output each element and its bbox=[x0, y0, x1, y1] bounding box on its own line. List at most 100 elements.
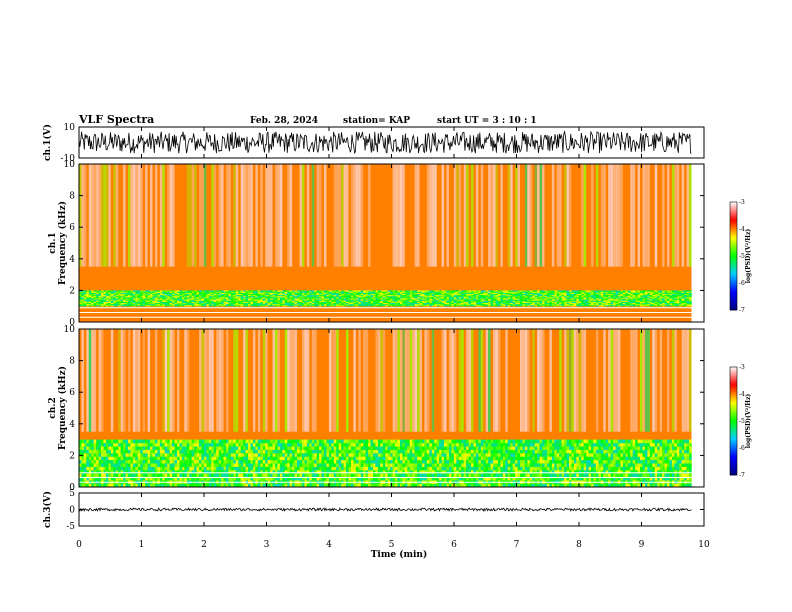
spectrogram-cell bbox=[522, 293, 526, 296]
spectrogram-cell bbox=[88, 439, 92, 444]
spectrogram-cell bbox=[654, 299, 658, 301]
spectrogram-cell bbox=[667, 298, 670, 300]
spectrogram-cell bbox=[419, 292, 423, 294]
spectrogram-cell bbox=[659, 303, 663, 306]
spectrogram-cell bbox=[426, 301, 430, 304]
spectrogram-cell bbox=[93, 301, 97, 304]
spectrogram-cell bbox=[301, 302, 305, 305]
spectrogram-cell bbox=[324, 292, 327, 294]
spectrogram-cell bbox=[79, 294, 82, 297]
spectrogram-cell bbox=[83, 470, 87, 474]
spectrogram-cell bbox=[375, 298, 379, 300]
spectrogram-cell bbox=[81, 439, 85, 444]
spectrogram-cell bbox=[226, 439, 229, 444]
spectrogram-column bbox=[221, 164, 224, 267]
spectrogram-cell bbox=[647, 293, 651, 296]
spectrogram-cell bbox=[162, 466, 165, 471]
spectrogram-cell bbox=[243, 294, 246, 297]
spectrogram-cell bbox=[103, 292, 107, 294]
spectrogram-cell bbox=[414, 292, 418, 294]
spectrogram-cell bbox=[451, 302, 455, 305]
spectrogram-cell bbox=[265, 290, 268, 292]
spectrogram-cell bbox=[338, 293, 342, 296]
spectrogram-cell bbox=[262, 301, 266, 304]
spectrogram-cell bbox=[301, 305, 305, 307]
spectrogram-cell bbox=[495, 296, 499, 298]
spectrogram-column bbox=[424, 329, 427, 432]
spectrogram-cell bbox=[118, 301, 121, 304]
spectrogram-cell bbox=[385, 293, 388, 296]
spectrogram-cell bbox=[101, 299, 104, 301]
spectrogram-cell bbox=[103, 298, 107, 300]
spectrogram-cell bbox=[223, 466, 227, 471]
spectrogram-cell bbox=[203, 299, 207, 301]
spectrogram-cell bbox=[228, 303, 232, 306]
spectrogram-cell bbox=[387, 293, 391, 296]
spectrogram-cell bbox=[189, 293, 192, 296]
spectrogram-cell bbox=[265, 300, 268, 302]
spectrogram-cell bbox=[196, 303, 200, 306]
spectrogram-cell bbox=[196, 301, 200, 304]
spectrogram-cell bbox=[671, 301, 675, 304]
spectrogram-column bbox=[537, 164, 540, 267]
spectrogram-cell bbox=[674, 296, 677, 298]
spectrogram-cell bbox=[598, 297, 602, 299]
spectrogram-cell bbox=[88, 299, 92, 301]
spectrogram-cell bbox=[211, 453, 214, 457]
spectrogram-cell bbox=[360, 303, 364, 306]
spectrogram-cell bbox=[196, 292, 200, 294]
spectrogram-cell bbox=[184, 459, 187, 464]
spectrogram-cell bbox=[186, 476, 190, 481]
spectrogram-cell bbox=[96, 298, 99, 300]
spectrogram-column bbox=[289, 164, 293, 267]
spectrogram-cell bbox=[561, 293, 565, 296]
spectrogram-cell bbox=[257, 305, 261, 307]
spectrogram-cell bbox=[488, 300, 491, 302]
spectrogram-cell bbox=[208, 453, 212, 457]
spectrogram-cell bbox=[181, 463, 185, 467]
spectrogram-cell bbox=[150, 299, 153, 301]
spectrogram-cell bbox=[566, 301, 570, 304]
spectrogram-cell bbox=[441, 297, 445, 299]
spectrogram-cell bbox=[250, 456, 254, 461]
spectrogram-cell bbox=[439, 305, 442, 307]
spectrogram-cell bbox=[478, 294, 481, 297]
spectrogram-cell bbox=[140, 296, 143, 298]
spectrogram-cell bbox=[105, 297, 109, 299]
spectrogram-cell bbox=[537, 301, 540, 304]
spectrogram-cell bbox=[128, 439, 131, 444]
spectrogram-cell bbox=[226, 463, 229, 467]
spectrogram-cell bbox=[255, 297, 259, 299]
spectrogram-cell bbox=[475, 302, 479, 305]
spectrogram-cell bbox=[250, 300, 254, 302]
spectrogram-cell bbox=[598, 294, 602, 297]
spectrogram-cell bbox=[468, 305, 472, 307]
spectrogram-cell bbox=[333, 305, 337, 307]
spectrogram-cell bbox=[108, 293, 112, 296]
spectrogram-cell bbox=[475, 294, 479, 297]
spectrogram-cell bbox=[255, 456, 259, 461]
spectrogram-cell bbox=[591, 302, 594, 305]
spectrogram-cell bbox=[216, 476, 219, 481]
spectrogram-cell bbox=[316, 294, 320, 297]
spectrogram-cell bbox=[493, 302, 496, 305]
spectrogram-cell bbox=[103, 301, 107, 304]
spectrogram-cell bbox=[208, 463, 212, 467]
spectrogram-cell bbox=[125, 293, 129, 296]
spectrogram-cell bbox=[404, 305, 408, 307]
spectrogram-cell bbox=[593, 296, 597, 298]
spectrogram-column bbox=[194, 164, 197, 267]
spectrogram-cell bbox=[196, 302, 200, 305]
spectrogram-cell bbox=[297, 290, 300, 292]
spectrogram-cell bbox=[184, 296, 187, 298]
spectrogram-cell bbox=[221, 453, 224, 457]
spectrogram-cell bbox=[380, 294, 383, 297]
spectrogram-cell bbox=[608, 297, 611, 299]
spectrogram-cell bbox=[618, 296, 621, 298]
spectrogram-cell bbox=[473, 297, 477, 299]
spectrogram-cell bbox=[189, 483, 192, 488]
spectrogram-cell bbox=[559, 294, 562, 297]
spectrogram-cell bbox=[113, 293, 116, 296]
spectrogram-cell bbox=[125, 473, 129, 478]
